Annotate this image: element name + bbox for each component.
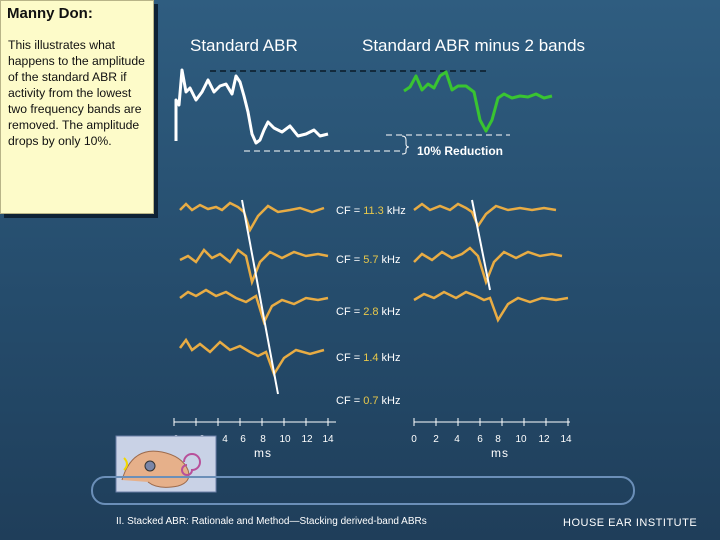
right-tick-label-12: 12 — [538, 434, 550, 445]
left-tick-label-8: 8 — [260, 434, 266, 445]
band-trace-left-4 — [179, 337, 325, 377]
cf-unit: kHz — [378, 306, 401, 318]
band-label-5-7khz: CF = 5.7 kHz — [336, 254, 401, 266]
band-trace-left-2 — [179, 248, 329, 287]
left-time-axis — [173, 418, 336, 426]
right-time-axis — [413, 418, 570, 426]
right-tick-label-0: 0 — [411, 434, 417, 445]
band-trace-right-3 — [413, 290, 569, 323]
note-box: Manny Don: This illustrates what happens… — [0, 0, 154, 214]
band-trace-left-1 — [179, 201, 325, 234]
right-tick-labels: 0 2 4 6 8 10 12 14 — [411, 434, 572, 445]
cf-value: 0.7 — [363, 395, 379, 407]
right-tick-label-6: 6 — [477, 434, 483, 445]
slide-caption: II. Stacked ABR: Rationale and Method—St… — [116, 516, 427, 527]
cf-prefix: CF = — [336, 254, 364, 266]
right-tick-label-14: 14 — [560, 434, 572, 445]
cf-prefix: CF = — [336, 395, 364, 407]
left-latency-line — [241, 199, 279, 395]
middle-ear-icon — [144, 460, 156, 472]
note-body: This illustrates what happens to the amp… — [8, 38, 145, 148]
standard-abr-heading: Standard ABR — [190, 36, 298, 55]
band-label-11-3khz: CF = 11.3 kHz — [336, 205, 406, 217]
left-axis-unit: ms — [254, 446, 272, 460]
right-tick-label-2: 2 — [433, 434, 439, 445]
band-trace-left-3 — [179, 288, 329, 326]
left-tick-label-10: 10 — [279, 434, 291, 445]
cochlea-icon — [181, 453, 201, 476]
band-label-0-7khz: CF = 0.7 kHz — [336, 395, 401, 407]
cf-unit: kHz — [378, 352, 401, 364]
note-title: Manny Don: — [7, 5, 93, 22]
right-band-traces — [413, 202, 569, 323]
left-band-traces — [179, 201, 329, 377]
cf-value: 1.4 — [363, 352, 379, 364]
ear-canal-shape — [121, 450, 190, 488]
left-tick-label-6: 6 — [240, 434, 246, 445]
minus-bands-trace — [403, 70, 553, 133]
right-axis-unit: ms — [491, 446, 509, 460]
cf-value: 5.7 — [363, 254, 379, 266]
band-trace-right-1 — [413, 202, 557, 229]
right-tick-label-4: 4 — [454, 434, 460, 445]
minus-bands-heading: Standard ABR minus 2 bands — [362, 36, 586, 55]
reduction-label: 10% Reduction — [417, 144, 504, 158]
right-latency-line — [471, 199, 491, 291]
cf-unit: kHz — [378, 254, 401, 266]
left-tick-label-14: 14 — [322, 434, 334, 445]
band-trace-right-2 — [413, 246, 563, 286]
standard-abr-trace — [174, 68, 329, 145]
cf-prefix: CF = — [336, 352, 364, 364]
cf-unit: kHz — [383, 205, 406, 217]
reduction-brace — [401, 135, 410, 155]
left-tick-label-12: 12 — [301, 434, 313, 445]
ear-illustration — [115, 435, 217, 493]
cf-unit: kHz — [378, 395, 401, 407]
band-label-1-4khz: CF = 1.4 kHz — [336, 352, 401, 364]
cf-value: 11.3 — [363, 205, 384, 217]
sound-wave-icon — [123, 457, 128, 471]
cf-prefix: CF = — [336, 205, 364, 217]
brand-label: HOUSE EAR INSTITUTE — [563, 517, 698, 529]
right-tick-label-10: 10 — [515, 434, 527, 445]
cf-value: 2.8 — [363, 306, 379, 318]
cf-prefix: CF = — [336, 306, 364, 318]
left-tick-label-4: 4 — [222, 434, 228, 445]
band-label-2-8khz: CF = 2.8 kHz — [336, 306, 401, 318]
bottom-rounded-bar — [91, 476, 635, 505]
right-tick-label-8: 8 — [495, 434, 501, 445]
